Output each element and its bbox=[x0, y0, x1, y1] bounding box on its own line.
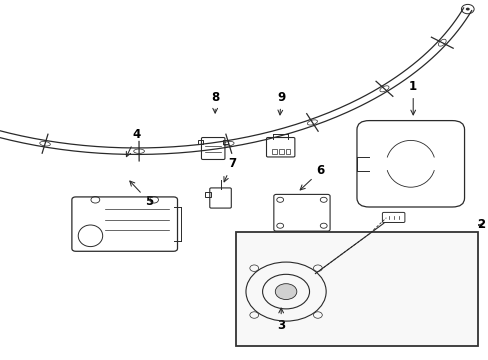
Circle shape bbox=[465, 8, 469, 10]
Text: 4: 4 bbox=[126, 129, 141, 157]
Bar bbox=[278, 149, 283, 154]
Bar bbox=[271, 149, 276, 154]
Bar bbox=[205, 192, 211, 197]
Text: 6: 6 bbox=[300, 165, 324, 190]
Text: 8: 8 bbox=[211, 91, 219, 113]
Bar bbox=[285, 149, 290, 154]
Text: 3: 3 bbox=[277, 308, 285, 332]
Text: 5: 5 bbox=[130, 181, 153, 208]
Bar bbox=[198, 140, 203, 144]
Circle shape bbox=[275, 284, 296, 300]
Text: 1: 1 bbox=[408, 80, 416, 115]
Bar bbox=[223, 140, 228, 144]
Text: 9: 9 bbox=[277, 91, 285, 115]
Text: 7: 7 bbox=[224, 157, 236, 182]
Text: 2: 2 bbox=[477, 219, 485, 231]
Bar bbox=[235, 232, 477, 346]
